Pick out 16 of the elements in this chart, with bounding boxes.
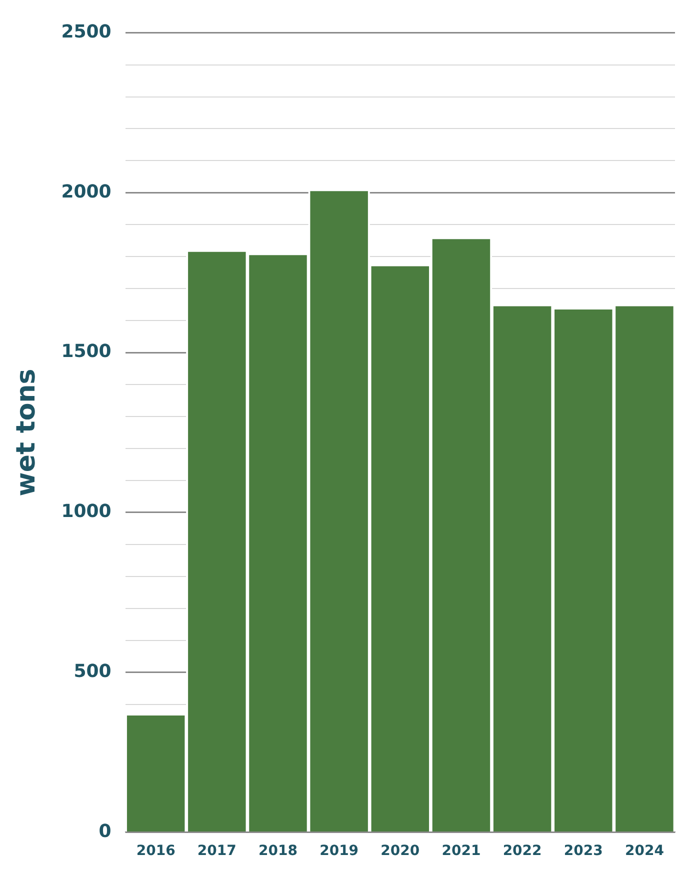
x-tick-label: 2024 [624,843,664,860]
y-tick-label: 500 [74,660,112,682]
x-tick-label: 2022 [502,843,542,860]
y-tick-label: 2500 [61,21,112,42]
x-tick-label: 2019 [320,843,359,860]
y-tick-label: 0 [98,820,112,842]
x-tick-label: 2018 [258,843,298,860]
x-tick-label: 2020 [380,843,420,860]
x-tick-label: 2016 [136,843,176,860]
y-tick-label: 1500 [61,341,112,362]
y-tick-label: 2000 [61,181,112,202]
x-tick-label: 2021 [442,843,481,860]
x-tick-label: 2023 [564,843,603,860]
y-tick-label: 1000 [61,501,112,522]
x-tick-label: 2017 [197,843,236,860]
y-axis-title: wet tons [11,368,42,496]
